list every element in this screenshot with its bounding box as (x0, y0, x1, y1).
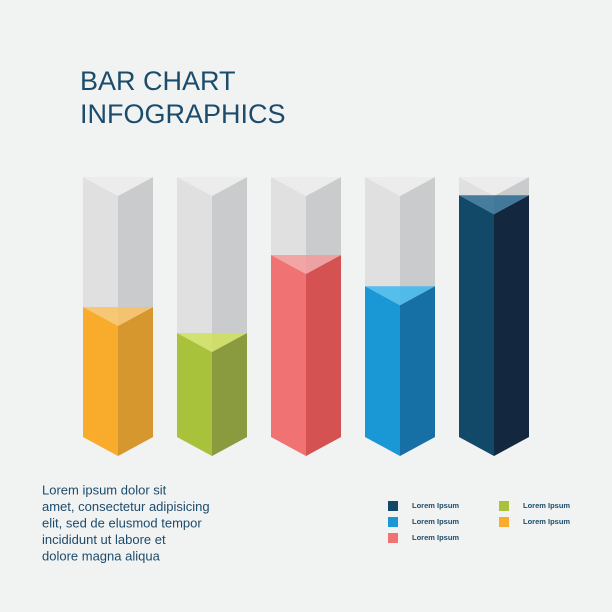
paragraph-line: Lorem ipsum dolor sit (42, 482, 167, 497)
bar-right (118, 307, 153, 456)
column-top (83, 177, 153, 196)
legend-swatch (499, 501, 509, 511)
legend-label: Lorem Ipsum (412, 533, 459, 542)
bar-top (459, 195, 529, 215)
bar-left (365, 286, 400, 456)
chart-title: INFOGRAPHICS (80, 99, 286, 129)
paragraph-line: amet, consectetur adipisicing (42, 499, 210, 514)
paragraph-line: incididunt ut labore et (42, 532, 166, 547)
column-top (177, 177, 247, 196)
column-top (365, 177, 435, 196)
bar-top (271, 255, 341, 274)
bar-left (459, 195, 494, 456)
bar-right (212, 333, 247, 456)
legend-swatch (388, 517, 398, 527)
paragraph-line: dolore magna aliqua (42, 548, 161, 563)
bar-left (83, 307, 118, 456)
legend-swatch (388, 533, 398, 543)
legend-swatch (499, 517, 509, 527)
legend-label: Lorem Ipsum (412, 517, 459, 526)
bar-top (177, 333, 247, 352)
legend-label: Lorem Ipsum (523, 517, 570, 526)
paragraph-line: elit, sed de elusmod tempor (42, 515, 202, 530)
chart-title: BAR CHART (80, 66, 236, 96)
legend-label: Lorem Ipsum (523, 501, 570, 510)
bar-top (83, 307, 153, 326)
bar-right (494, 195, 529, 456)
column-top (271, 177, 341, 196)
legend-label: Lorem Ipsum (412, 501, 459, 510)
bar-right (400, 286, 435, 456)
bar-right (306, 255, 341, 456)
bar-left (271, 255, 306, 456)
bar-top (365, 286, 435, 306)
column-top (459, 177, 529, 196)
legend-swatch (388, 501, 398, 511)
bar-left (177, 333, 212, 456)
